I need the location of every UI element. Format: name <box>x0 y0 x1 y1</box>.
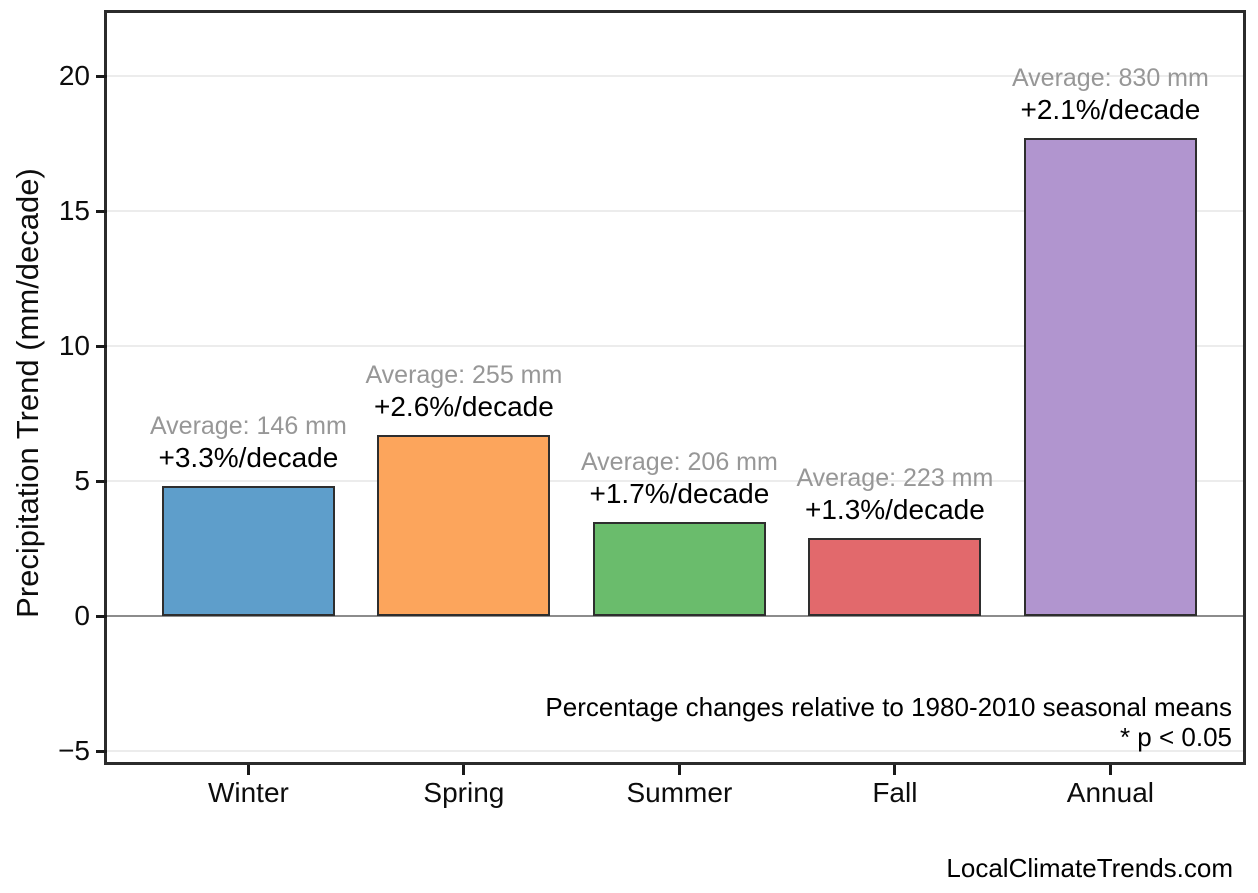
average-label-spring: Average: 255 mm <box>365 361 563 390</box>
y-tick-mark <box>96 74 107 78</box>
plot-area <box>104 10 1246 765</box>
bar-winter <box>161 486 335 616</box>
y-tick-mark <box>96 209 107 213</box>
average-label-winter: Average: 146 mm <box>149 412 347 441</box>
x-tick-mark <box>462 765 466 775</box>
y-gridline <box>107 750 1243 752</box>
bar-spring <box>377 435 551 616</box>
footnote-significance-note: * p < 0.05 <box>1119 722 1232 752</box>
y-tick-label: 0 <box>74 600 90 631</box>
bar-annotation-spring: Average: 255 mm +2.6%/decade <box>244 360 684 423</box>
trend-label-annual: +2.1%/decade <box>1020 94 1201 126</box>
y-gridline <box>107 75 1243 77</box>
bar-annotation-summer: Average: 206 mm +1.7%/decade <box>459 447 899 510</box>
x-tick-label-fall: Fall <box>872 777 918 808</box>
y-tick-mark <box>96 749 107 753</box>
y-gridline <box>107 480 1243 482</box>
bar-annotation-fall: Average: 223 mm +1.3%/decade <box>675 463 1115 526</box>
y-tick-label: 20 <box>58 60 90 91</box>
trend-label-summer: +1.7%/decade <box>589 477 770 509</box>
y-tick-label: 15 <box>58 195 90 226</box>
watermark: LocalClimateTrends.com <box>946 853 1233 883</box>
y-tick-mark <box>96 614 107 618</box>
x-tick-label-spring: Spring <box>423 777 505 808</box>
y-tick-label: 5 <box>74 465 90 496</box>
y-gridline <box>107 210 1243 212</box>
average-label-fall: Average: 223 mm <box>796 463 994 492</box>
trend-label-fall: +1.3%/decade <box>804 493 985 525</box>
bar-annotation-winter: Average: 146 mm +3.3%/decade <box>28 411 468 474</box>
x-tick-mark <box>677 765 681 775</box>
x-tick-mark <box>1108 765 1112 775</box>
average-label-annual: Average: 830 mm <box>1011 64 1209 93</box>
average-label-summer: Average: 206 mm <box>580 447 778 476</box>
bar-summer <box>592 521 766 616</box>
y-tick-mark <box>96 479 107 483</box>
y-tick-mark <box>96 344 107 348</box>
trend-label-spring: +2.6%/decade <box>373 391 554 423</box>
plot-inner <box>107 13 1243 762</box>
footnote-percentage-note: Percentage changes relative to 1980-2010… <box>545 692 1232 722</box>
x-tick-mark <box>246 765 250 775</box>
x-tick-label-summer: Summer <box>626 777 733 808</box>
bar-annotation-annual: Average: 830 mm +2.1%/decade <box>890 63 1258 126</box>
x-tick-label-winter: Winter <box>207 777 289 808</box>
y-gridline <box>107 345 1243 347</box>
x-tick-label-annual: Annual <box>1066 777 1154 808</box>
x-tick-mark <box>893 765 897 775</box>
bar-fall <box>808 537 982 616</box>
y-tick-label: 10 <box>58 330 90 361</box>
y-tick-label: −5 <box>58 735 90 766</box>
trend-label-winter: +3.3%/decade <box>158 442 339 474</box>
y-axis-label: Precipitation Trend (mm/decade) <box>10 168 45 618</box>
bar-annual <box>1023 138 1197 616</box>
zero-line <box>107 615 1243 617</box>
